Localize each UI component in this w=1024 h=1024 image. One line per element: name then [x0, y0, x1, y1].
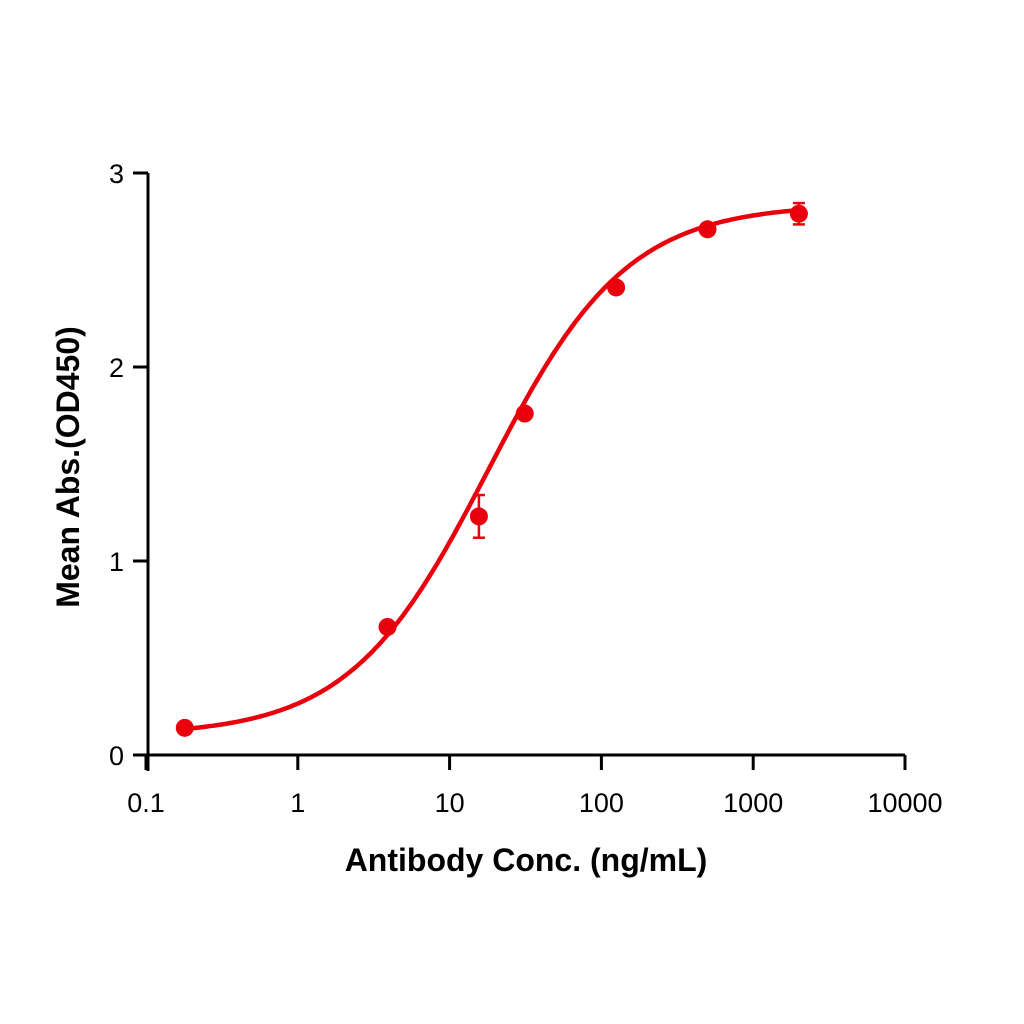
x-tick-label: 0.1 [127, 788, 165, 818]
axes: 0 1 2 3 0.1 1 10 100 1000 10000 [109, 159, 943, 818]
y-tick-label: 2 [109, 353, 124, 383]
data-point [515, 404, 534, 423]
y-axis-title: Mean Abs.(OD450) [50, 326, 86, 608]
x-axis-title: Antibody Conc. (ng/mL) [345, 842, 708, 878]
y-tick-label: 0 [109, 741, 124, 771]
data-point [378, 617, 397, 636]
data-point [607, 278, 626, 297]
x-tick-label: 10 [435, 788, 465, 818]
data-point [175, 718, 194, 737]
data-point [698, 220, 717, 239]
x-tick-label: 10000 [867, 788, 942, 818]
y-tick-label: 1 [109, 547, 124, 577]
data-points [175, 201, 808, 737]
y-tick-label: 3 [109, 159, 124, 189]
fit-line [182, 207, 802, 732]
x-tick-label: 1 [290, 788, 305, 818]
x-tick-label: 100 [579, 788, 624, 818]
data-point [789, 204, 808, 223]
data-point [469, 507, 488, 526]
fit-curve [182, 207, 802, 732]
x-tick-label: 1000 [723, 788, 783, 818]
